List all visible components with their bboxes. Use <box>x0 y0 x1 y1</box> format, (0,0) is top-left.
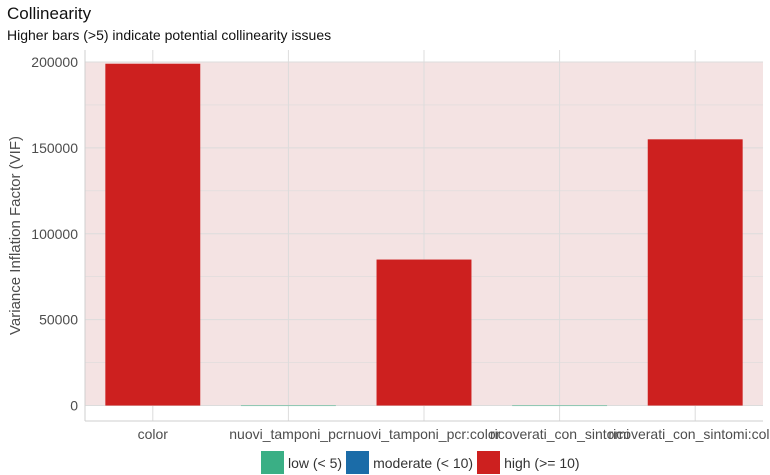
y-tick-label: 200000 <box>31 54 78 70</box>
x-tick-label: nuovi_tamponi_pcr <box>229 426 348 442</box>
chart-subtitle: Higher bars (>5) indicate potential coll… <box>7 27 332 43</box>
legend-label-high: high (>= 10) <box>504 454 580 471</box>
legend-item-high: high (>= 10) <box>477 451 580 474</box>
legend: low (< 5) moderate (< 10) high (>= 10) <box>261 451 584 474</box>
bar-nuovi_tamponi_pcr:color <box>376 259 472 406</box>
x-tick-label: color <box>138 426 169 442</box>
bar-nuovi_tamponi_pcr <box>240 405 336 407</box>
y-tick-label: 50000 <box>39 312 78 328</box>
bar-ricoverati_con_sintomi <box>512 405 608 407</box>
x-tick-label: ricoverati_con_sintomi <box>490 426 629 442</box>
legend-item-moderate: moderate (< 10) <box>346 451 473 474</box>
x-tick-label: ricoverati_con_sintomi:color <box>608 426 770 442</box>
legend-swatch-moderate <box>346 451 370 474</box>
bar-ricoverati_con_sintomi:color <box>647 139 743 406</box>
y-tick-label: 150000 <box>31 140 78 156</box>
legend-item-low: low (< 5) <box>261 451 342 474</box>
y-axis-label: Variance Inflation Factor (VIF) <box>7 136 24 335</box>
bar-color <box>105 63 201 406</box>
legend-label-moderate: moderate (< 10) <box>373 454 474 471</box>
x-tick-label: nuovi_tamponi_pcr:color <box>348 426 501 442</box>
legend-label-low: low (< 5) <box>288 454 343 471</box>
legend-swatch-high <box>477 451 501 474</box>
legend-swatch-low <box>261 451 284 474</box>
y-tick-label: 0 <box>70 398 78 414</box>
y-tick-label: 100000 <box>31 226 78 242</box>
chart-svg: 0 50000 100000 150000 200000 color nuovi_tampo… <box>7 50 770 442</box>
chart-title: Collinearity <box>7 4 92 23</box>
